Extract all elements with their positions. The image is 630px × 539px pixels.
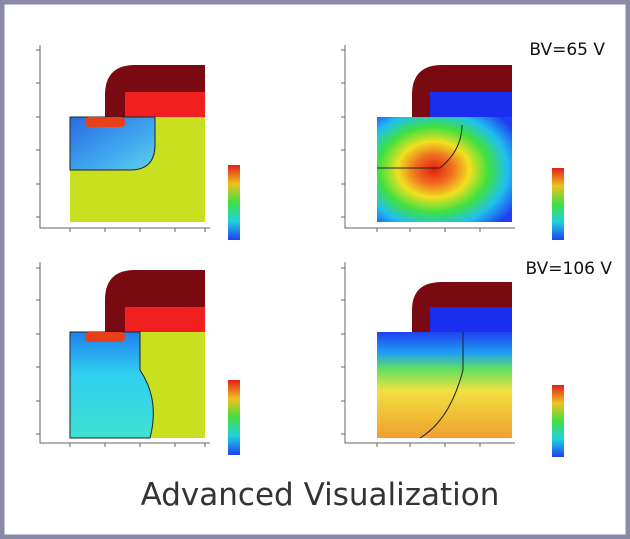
slide: BV=65 V BV=106 V Advanced Visualization (0, 0, 630, 539)
bv-label: BV=106 V (526, 259, 613, 279)
slide-title: Advanced Visualization (141, 477, 500, 513)
bv-label: BV=65 V (529, 40, 605, 60)
